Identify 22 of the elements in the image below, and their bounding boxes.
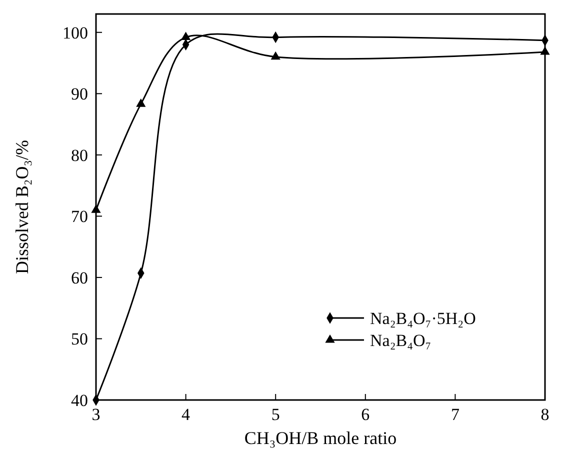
x-tick-label: 3 xyxy=(92,405,100,424)
legend-label: Na₂B₄O₇·5H₂O xyxy=(370,309,476,328)
y-tick-label: 100 xyxy=(62,23,88,42)
y-tick-label: 50 xyxy=(71,330,88,349)
y-tick-label: 80 xyxy=(71,146,88,165)
point xyxy=(180,32,191,40)
y-tick-label: 70 xyxy=(71,207,88,226)
point xyxy=(540,46,550,55)
x-tick-label: 4 xyxy=(182,405,191,424)
x-axis-title: CH₃OH/B mole ratio xyxy=(244,428,397,448)
y-tick-label: 60 xyxy=(71,268,88,288)
x-tick-label: 8 xyxy=(540,405,550,424)
x-tick-label: 5 xyxy=(271,405,280,424)
y-tick-label: 40 xyxy=(71,391,88,410)
point xyxy=(91,204,101,213)
x-tick-label: 6 xyxy=(361,405,370,424)
x-tick-label: 7 xyxy=(450,405,460,424)
legend-label: Na₂B₄O₇ xyxy=(370,331,432,350)
y-tick-label: 90 xyxy=(71,84,88,104)
point xyxy=(136,98,146,107)
point xyxy=(270,51,280,60)
y-axis-title: Dissolved B₂O₃/% xyxy=(12,140,32,274)
